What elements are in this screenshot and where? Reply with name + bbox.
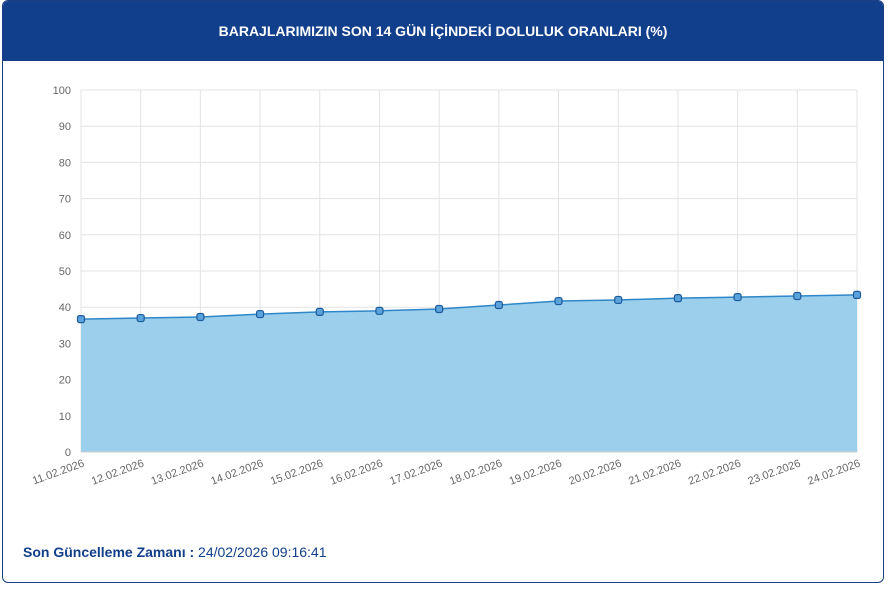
point	[852, 290, 862, 299]
x-tick-label: 17.02.2026	[388, 458, 444, 488]
footer-label: Son Güncelleme Zamanı :	[23, 544, 195, 560]
footer-value: 24/02/2026 09:16:41	[198, 544, 327, 560]
point	[76, 315, 86, 324]
x-tick-label: 21.02.2026	[627, 458, 683, 488]
chart-title: BARAJLARIMIZIN SON 14 GÜN İÇİNDEKİ DOLUL…	[3, 1, 883, 61]
y-tick-label: 30	[59, 338, 71, 350]
x-tick-label: 19.02.2026	[508, 458, 564, 488]
y-tick-label: 70	[59, 194, 71, 206]
line	[80, 294, 858, 320]
x-tick-label: 14.02.2026	[209, 458, 265, 488]
x-tick-label: 12.02.2026	[90, 458, 146, 488]
y-tick-label: 100	[53, 85, 71, 97]
point	[375, 306, 384, 315]
point	[554, 296, 563, 306]
x-tick-label: 13.02.2026	[150, 458, 206, 488]
y-tick-label: 50	[59, 266, 71, 278]
point	[435, 304, 444, 314]
x-tick-label: 22.02.2026	[687, 458, 743, 488]
x-tick-label: 24.02.2026	[806, 458, 862, 488]
point	[255, 309, 265, 319]
point	[136, 313, 145, 323]
point	[196, 312, 205, 322]
point	[315, 307, 324, 317]
x-tick-label: 16.02.2026	[329, 458, 385, 488]
area	[81, 294, 857, 452]
point	[614, 295, 623, 305]
y-tick-label: 80	[59, 157, 71, 169]
footer: Son Güncelleme Zamanı : 24/02/2026 09:16…	[23, 544, 327, 560]
x-tick-label: 15.02.2026	[269, 458, 325, 488]
x-tick-label: 23.02.2026	[746, 458, 802, 488]
y-tick-label: 10	[59, 411, 71, 423]
point	[733, 292, 742, 302]
y-tick-label: 90	[59, 121, 71, 133]
point	[673, 294, 683, 303]
y-tick-label: 60	[59, 230, 71, 242]
point	[793, 291, 802, 301]
x-tick-label: 11.02.2026	[31, 458, 86, 488]
point	[494, 300, 503, 310]
y-tick-label: 0	[65, 447, 71, 459]
y-tick-label: 40	[59, 302, 71, 314]
x-tick-label: 18.02.2026	[448, 458, 504, 488]
y-tick-label: 20	[59, 375, 71, 387]
x-tick-label: 20.02.2026	[567, 458, 623, 488]
